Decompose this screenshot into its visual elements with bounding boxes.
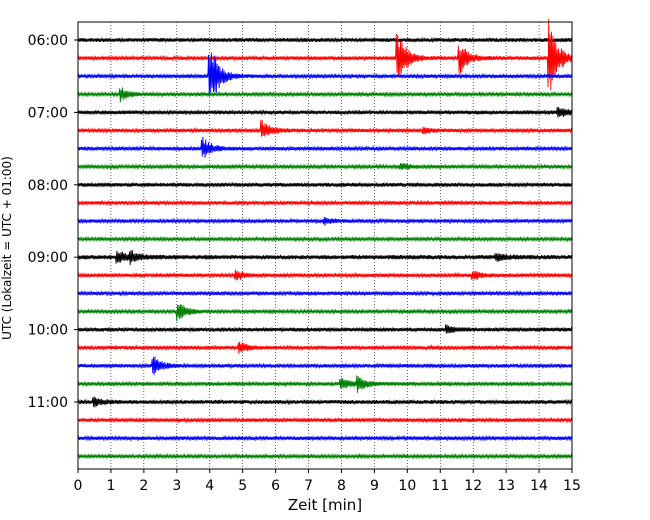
trace-0645 xyxy=(77,87,573,103)
seismogram-traces xyxy=(77,18,573,460)
trace-0845 xyxy=(77,235,573,243)
trace-0815 xyxy=(77,199,573,207)
trace-1100 xyxy=(77,396,573,408)
trace-1000 xyxy=(77,324,573,334)
x-tick-label: 8 xyxy=(337,478,346,494)
x-tick-label: 6 xyxy=(271,478,280,494)
y-tick-label: 10:00 xyxy=(28,323,68,339)
trace-0600 xyxy=(77,36,573,44)
x-tick-label: 5 xyxy=(238,478,247,494)
trace-0930 xyxy=(77,289,573,297)
x-tick-label: 11 xyxy=(431,478,449,494)
x-axis-label: Zeit [min] xyxy=(288,496,362,514)
y-tick-label: 09:00 xyxy=(28,250,68,266)
x-tick-label: 3 xyxy=(172,478,181,494)
trace-0745 xyxy=(77,163,573,171)
trace-1130 xyxy=(77,434,573,442)
x-tick-label: 9 xyxy=(370,478,379,494)
trace-0700 xyxy=(77,106,573,118)
x-tick-label: 4 xyxy=(205,478,214,494)
y-axis-label: UTC (Lokalzeit = UTC + 01:00) xyxy=(0,156,14,340)
plot-frame xyxy=(77,21,573,470)
trace-0715 xyxy=(77,120,573,137)
trace-1045 xyxy=(77,375,573,393)
y-tick-label: 11:00 xyxy=(28,395,68,411)
y-tick-label: 07:00 xyxy=(28,105,68,121)
trace-0730 xyxy=(77,136,573,158)
y-tick-label: 06:00 xyxy=(28,33,68,49)
x-tick-label: 10 xyxy=(398,478,416,494)
x-tick-label: 12 xyxy=(464,478,482,494)
y-axis: 06:00 07:00 08:00 09:00 10:00 11:00 xyxy=(28,33,78,411)
trace-0830 xyxy=(77,217,573,226)
x-tick-label: 0 xyxy=(74,478,83,494)
x-tick-label: 14 xyxy=(530,478,548,494)
x-tick-label: 2 xyxy=(139,478,148,494)
trace-0900 xyxy=(77,250,573,265)
trace-1145 xyxy=(77,452,573,460)
trace-0945 xyxy=(77,304,573,322)
trace-1030 xyxy=(77,356,573,375)
trace-1015 xyxy=(77,341,573,354)
x-axis: 0 1 2 3 4 5 6 7 8 9 10 11 12 13 14 15 xyxy=(74,469,581,494)
y-tick-label: 08:00 xyxy=(28,178,68,194)
trace-1115 xyxy=(77,416,573,424)
trace-0915 xyxy=(77,269,573,281)
x-tick-label: 15 xyxy=(563,478,581,494)
x-tick-label: 1 xyxy=(106,478,115,494)
trace-0615 xyxy=(77,18,573,91)
grid-lines xyxy=(110,22,540,469)
trace-0630 xyxy=(77,52,573,97)
x-tick-label: 7 xyxy=(304,478,313,494)
trace-0800 xyxy=(77,181,573,189)
x-tick-label: 13 xyxy=(497,478,515,494)
